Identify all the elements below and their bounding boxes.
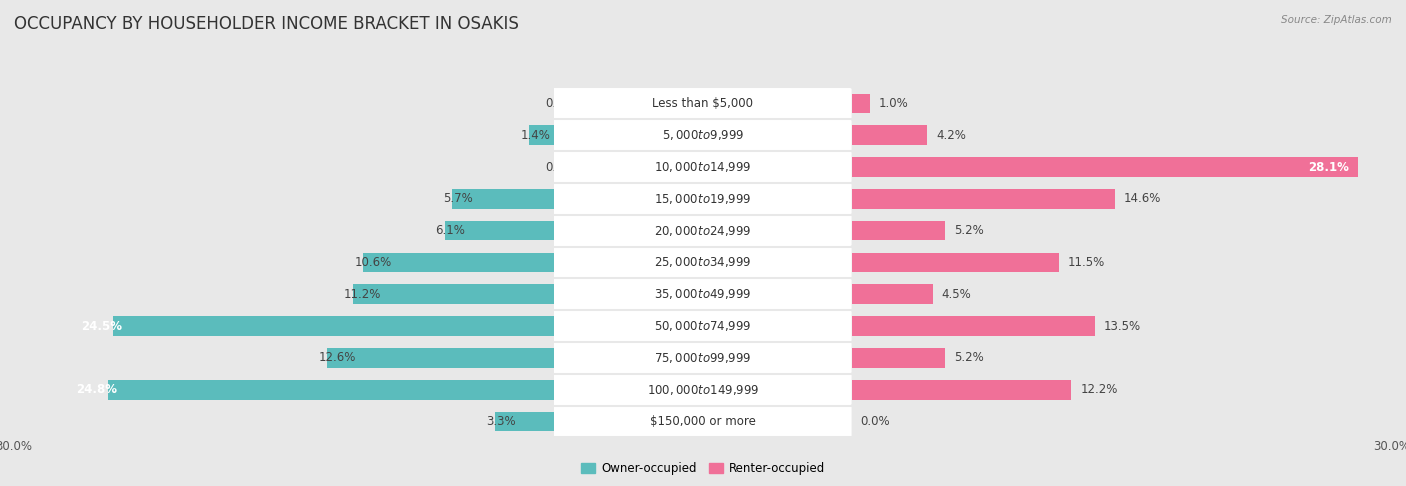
Text: $150,000 or more: $150,000 or more: [650, 415, 756, 428]
Text: 13.5%: 13.5%: [1104, 320, 1140, 332]
FancyBboxPatch shape: [554, 87, 852, 119]
Bar: [444, 221, 554, 241]
FancyBboxPatch shape: [554, 119, 852, 151]
Bar: [554, 374, 1406, 406]
Bar: [328, 348, 554, 368]
Text: OCCUPANCY BY HOUSEHOLDER INCOME BRACKET IN OSAKIS: OCCUPANCY BY HOUSEHOLDER INCOME BRACKET …: [14, 15, 519, 33]
Bar: [529, 125, 554, 145]
Text: 11.5%: 11.5%: [1067, 256, 1105, 269]
Bar: [0, 183, 703, 215]
FancyBboxPatch shape: [554, 342, 852, 374]
Text: 11.2%: 11.2%: [343, 288, 381, 301]
Text: 28.1%: 28.1%: [1308, 160, 1348, 174]
Bar: [852, 380, 1071, 399]
Bar: [852, 348, 945, 368]
Bar: [554, 406, 1406, 437]
Text: $10,000 to $14,999: $10,000 to $14,999: [654, 160, 752, 174]
Bar: [0, 246, 852, 278]
Bar: [0, 87, 703, 119]
FancyBboxPatch shape: [554, 183, 852, 215]
Bar: [852, 93, 869, 113]
Bar: [451, 189, 554, 208]
Text: $35,000 to $49,999: $35,000 to $49,999: [654, 287, 752, 301]
Text: Less than $5,000: Less than $5,000: [652, 97, 754, 110]
Bar: [554, 215, 1406, 246]
Bar: [554, 310, 1406, 342]
Bar: [554, 119, 1406, 151]
Text: $100,000 to $149,999: $100,000 to $149,999: [647, 382, 759, 397]
Bar: [554, 342, 1406, 374]
Text: $20,000 to $24,999: $20,000 to $24,999: [654, 224, 752, 238]
Bar: [554, 87, 1406, 119]
Bar: [0, 278, 852, 310]
Text: $25,000 to $34,999: $25,000 to $34,999: [654, 256, 752, 269]
Bar: [554, 278, 1406, 310]
Text: 14.6%: 14.6%: [1123, 192, 1161, 205]
Bar: [852, 284, 932, 304]
Text: 24.8%: 24.8%: [76, 383, 117, 396]
Text: 0.0%: 0.0%: [546, 97, 575, 110]
Text: 1.4%: 1.4%: [520, 129, 550, 142]
Bar: [0, 87, 852, 119]
Bar: [0, 119, 703, 151]
FancyBboxPatch shape: [554, 310, 852, 342]
Bar: [0, 215, 703, 246]
Bar: [852, 157, 1358, 177]
Bar: [852, 125, 927, 145]
Bar: [0, 246, 703, 278]
Bar: [852, 221, 945, 241]
Bar: [0, 374, 703, 406]
Bar: [0, 406, 852, 437]
Bar: [108, 380, 554, 399]
Text: $75,000 to $99,999: $75,000 to $99,999: [654, 351, 752, 365]
Text: $5,000 to $9,999: $5,000 to $9,999: [662, 128, 744, 142]
Bar: [0, 310, 703, 342]
Text: 10.6%: 10.6%: [354, 256, 392, 269]
Text: $50,000 to $74,999: $50,000 to $74,999: [654, 319, 752, 333]
Bar: [0, 374, 852, 406]
Text: Source: ZipAtlas.com: Source: ZipAtlas.com: [1281, 15, 1392, 25]
Bar: [0, 215, 852, 246]
Bar: [0, 278, 703, 310]
Bar: [364, 253, 554, 272]
Text: 3.3%: 3.3%: [486, 415, 516, 428]
Bar: [0, 119, 852, 151]
Bar: [554, 246, 1406, 278]
Bar: [0, 151, 852, 183]
Text: $15,000 to $19,999: $15,000 to $19,999: [654, 192, 752, 206]
FancyBboxPatch shape: [554, 215, 852, 246]
Bar: [0, 151, 703, 183]
Bar: [0, 342, 703, 374]
Text: 4.5%: 4.5%: [942, 288, 972, 301]
Text: 5.2%: 5.2%: [955, 224, 984, 237]
Bar: [353, 284, 554, 304]
Bar: [852, 253, 1059, 272]
Legend: Owner-occupied, Renter-occupied: Owner-occupied, Renter-occupied: [576, 458, 830, 480]
FancyBboxPatch shape: [554, 278, 852, 310]
Text: 5.7%: 5.7%: [443, 192, 472, 205]
Text: 6.1%: 6.1%: [436, 224, 465, 237]
Bar: [112, 316, 554, 336]
Bar: [852, 316, 1095, 336]
Bar: [554, 183, 1406, 215]
Bar: [0, 183, 852, 215]
Text: 12.6%: 12.6%: [318, 351, 356, 364]
Text: 12.2%: 12.2%: [1080, 383, 1118, 396]
Text: 1.0%: 1.0%: [879, 97, 908, 110]
FancyBboxPatch shape: [554, 406, 852, 437]
Text: 0.0%: 0.0%: [860, 415, 890, 428]
Bar: [495, 412, 554, 432]
Bar: [852, 189, 1115, 208]
Text: 24.5%: 24.5%: [82, 320, 122, 332]
Text: 4.2%: 4.2%: [936, 129, 966, 142]
Bar: [0, 310, 852, 342]
FancyBboxPatch shape: [554, 374, 852, 406]
Bar: [0, 406, 703, 437]
FancyBboxPatch shape: [554, 151, 852, 183]
Bar: [0, 342, 852, 374]
Text: 0.0%: 0.0%: [546, 160, 575, 174]
Bar: [554, 151, 1406, 183]
Text: 5.2%: 5.2%: [955, 351, 984, 364]
FancyBboxPatch shape: [554, 246, 852, 278]
